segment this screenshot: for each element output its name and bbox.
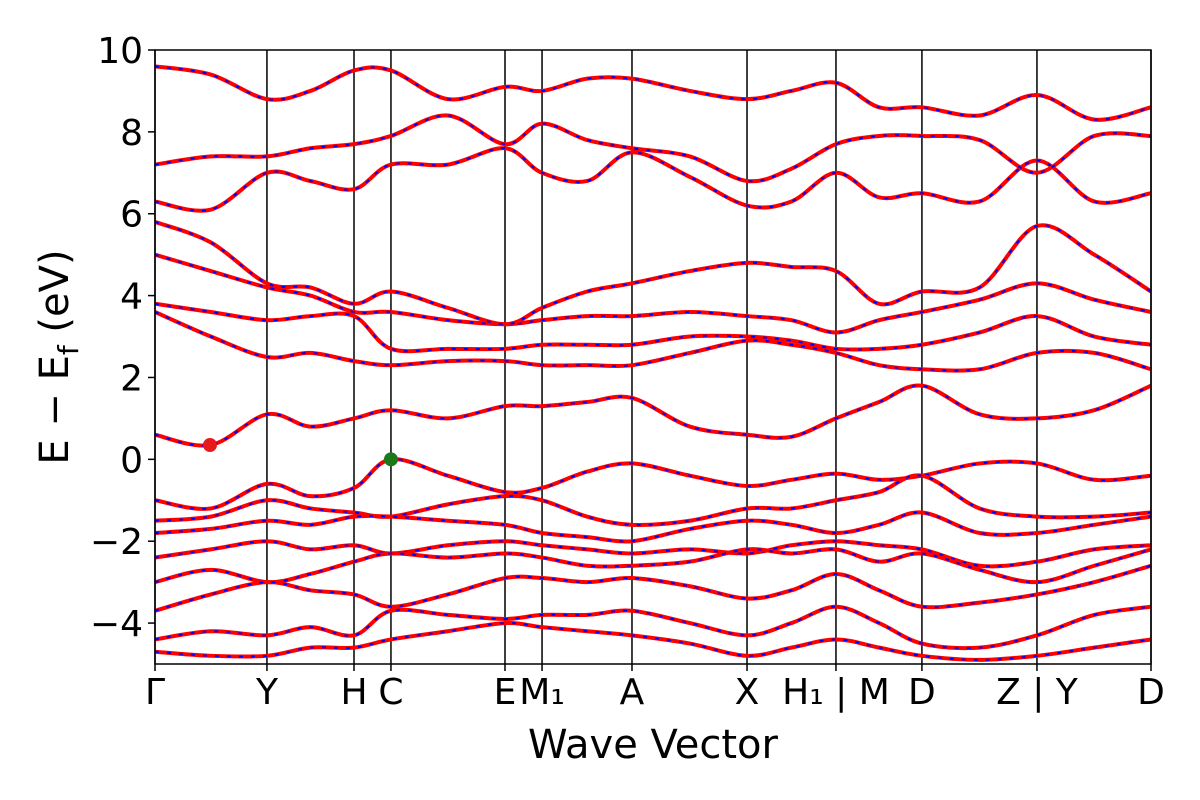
x-tick-label: Y	[255, 672, 279, 713]
x-tick-label: D	[908, 672, 936, 713]
band-line-dashed	[155, 540, 1151, 568]
x-tick-label: H₁ | M	[782, 672, 890, 713]
x-tick-label: C	[378, 672, 403, 713]
band-line	[155, 301, 1151, 354]
y-tick-label: 8	[120, 113, 143, 154]
band-line-dashed	[155, 621, 1151, 661]
x-tick-label: H	[340, 672, 367, 713]
band-edge-point	[383, 452, 398, 467]
x-axis-label: Wave Vector	[528, 722, 779, 768]
x-tick-label: D	[1137, 672, 1165, 713]
band-edge-point	[202, 438, 217, 453]
x-tick-label: Γ	[145, 672, 165, 713]
band-line	[155, 383, 1151, 448]
band-line-dashed	[155, 302, 1151, 353]
y-tick-label: 10	[97, 31, 143, 72]
band-line	[155, 473, 1151, 527]
y-axis-label-unit: (eV)	[32, 249, 78, 345]
x-tick-label: M₁	[519, 672, 565, 713]
y-axis-label-main: E − E	[32, 355, 78, 465]
band-line	[155, 252, 1151, 335]
y-axis-label: E − Ef (eV)	[32, 249, 85, 464]
plot-frame	[154, 49, 1152, 665]
band-line	[155, 604, 1151, 651]
band-line	[155, 113, 1151, 184]
x-tick-label: E	[494, 672, 517, 713]
x-tick-label: X	[735, 672, 760, 713]
y-tick-label: 6	[120, 195, 143, 236]
band-line	[155, 510, 1151, 544]
band-line-dashed	[155, 65, 1151, 121]
y-tick-label: 0	[120, 440, 143, 481]
y-axis-label-sub: f	[52, 344, 85, 355]
band-line-dashed	[155, 384, 1151, 447]
band-line-dashed	[155, 474, 1151, 526]
band-line-dashed	[155, 511, 1151, 543]
x-tick-label: A	[620, 672, 645, 713]
band-line-dashed	[155, 220, 1151, 326]
band-line	[155, 563, 1151, 613]
band-line-dashed	[155, 458, 1151, 510]
x-tick-label: Z | Y	[996, 672, 1079, 713]
y-tick-label: −4	[90, 604, 143, 645]
band-line	[155, 310, 1151, 373]
band-line	[155, 220, 1151, 327]
band-line-dashed	[155, 147, 1151, 212]
band-line-dashed	[155, 605, 1151, 650]
band-line	[155, 547, 1151, 585]
band-line-dashed	[155, 564, 1151, 612]
y-tick-label: 4	[120, 277, 143, 318]
band-line	[155, 539, 1151, 569]
y-tick-label: −2	[90, 522, 143, 563]
y-tick-label: 2	[120, 358, 143, 399]
